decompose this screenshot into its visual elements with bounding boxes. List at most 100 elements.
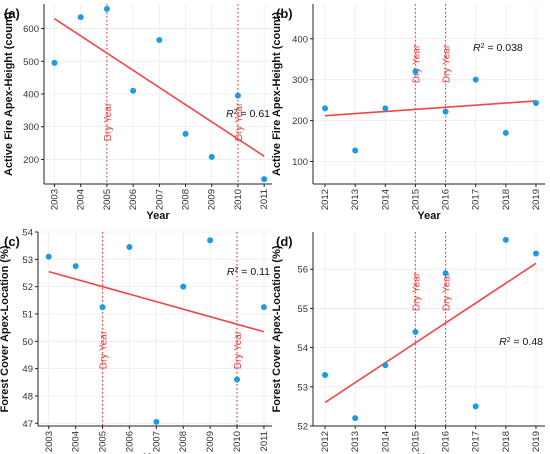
x-tick-label: 2003 [44,431,55,452]
r-squared-value: = 0.48 [511,336,544,348]
r-squared-value: = 0.11 [238,266,270,278]
data-point [532,250,539,257]
r-superscript: 2 [234,267,238,274]
dry-year-label: Dry Year [442,44,453,83]
x-axis-title: Year [417,452,441,454]
x-tick-label: 2012 [320,431,331,452]
x-tick-label: 2015 [410,189,421,210]
data-point [352,415,359,422]
data-point [472,403,479,410]
x-tick-label: 2009 [207,189,218,210]
data-point [382,105,389,112]
r-squared-label: R2 = 0.038 [473,42,523,54]
x-axis-title: Year [146,210,170,222]
trend-line [324,262,537,404]
x-tick-label: 2008 [181,189,192,210]
dry-year-label: Dry Year [233,330,244,369]
y-tick-label: 400 [23,90,39,101]
data-point [261,176,268,183]
dry-year-label: Dry Year [103,102,114,141]
x-tick-label: 2011 [259,189,270,209]
x-tick-label: 2016 [441,431,452,452]
data-point [99,304,106,311]
y-axis-title: Forest Cover Apex-Location (%) [0,245,11,412]
data-point [72,263,79,270]
data-point [382,362,389,369]
y-tick-label: 200 [23,155,39,166]
r-symbol: R [499,336,507,348]
plot-area [313,4,545,184]
dry-year-label: Dry Year [442,272,453,311]
data-point [153,418,160,425]
y-tick-label: 51 [22,309,33,320]
x-tick-label: 2014 [380,189,391,210]
y-tick-label: 52 [22,282,33,293]
x-tick-label: 2016 [441,189,452,210]
data-point [412,68,419,75]
x-tick-label: 2019 [531,189,542,210]
y-tick-label: 54 [297,343,308,354]
data-point [182,130,189,137]
data-point [502,129,509,136]
data-point [352,147,359,154]
data-point [130,87,137,94]
data-point [472,76,479,83]
r-superscript: 2 [481,43,485,50]
panel-label: (a) [4,6,20,21]
x-tick-label: 2013 [350,431,361,452]
x-tick-label: 2004 [71,431,82,452]
r-squared-label: R2 = 0.11 [227,266,270,278]
data-point [51,59,58,66]
panel-a: 200 300 400 500 600 2003 2004 2005 2006 2007 2008 2… [3,4,272,222]
x-tick-label: 2003 [49,189,60,210]
data-point [156,37,163,43]
x-tick-label: 2017 [471,189,482,210]
data-point [322,105,329,112]
x-tick-label: 2018 [501,431,512,452]
y-tick-label: 300 [292,75,308,86]
x-tick-label: 2007 [151,431,162,452]
y-axis-title: Active Fire Apex-Height (count) [3,12,15,176]
dry-year-label: Dry Year [99,330,110,369]
x-tick-label: 2006 [124,431,135,452]
data-point [260,304,267,311]
x-tick-label: 2005 [98,431,109,452]
trend-line [324,100,537,117]
data-point [502,236,509,243]
r-squared-value: = 0.038 [485,42,523,54]
y-tick-label: 200 [292,116,308,127]
x-tick-label: 2010 [233,189,244,210]
data-point [412,328,419,335]
panel-c: 47 48 49 50 51 52 53 54 2003 2004 2005 2006 2007 2008… [0,228,272,454]
x-tick-label: 2008 [178,431,189,452]
data-point [234,376,241,383]
x-tick-label: 2019 [531,431,542,452]
dry-year-label: Dry Year [411,44,422,83]
x-tick-label: 2015 [410,431,421,452]
r-squared-label: R2 = 0.61 [226,108,270,120]
x-axis-title: Year [143,452,167,454]
r-symbol: R [227,266,235,278]
r-squared-label: R2 = 0.48 [499,336,543,348]
y-tick-label: 54 [22,228,33,239]
r-superscript: 2 [234,109,238,116]
panel-b: 100 200 300 400 2012 2013 2014 2015 2016 2017 2018… [271,4,545,222]
y-tick-label: 100 [292,157,308,168]
y-tick-label: 600 [23,24,39,35]
x-tick-label: 2004 [76,189,87,210]
y-tick-label: 50 [22,337,33,348]
x-tick-label: 2009 [205,431,216,452]
y-tick-label: 53 [297,382,308,393]
data-point [442,270,449,277]
y-tick-label: 47 [22,419,33,430]
x-tick-label: 2017 [471,431,482,452]
x-tick-label: 2010 [232,431,243,452]
x-tick-label: 2014 [380,431,391,452]
x-tick-label: 2012 [320,189,331,210]
x-tick-label: 2005 [102,189,113,210]
data-point [234,92,241,99]
x-tick-label: 2011 [259,431,270,451]
y-tick-label: 56 [297,265,308,276]
x-tick-label: 2013 [350,189,361,210]
